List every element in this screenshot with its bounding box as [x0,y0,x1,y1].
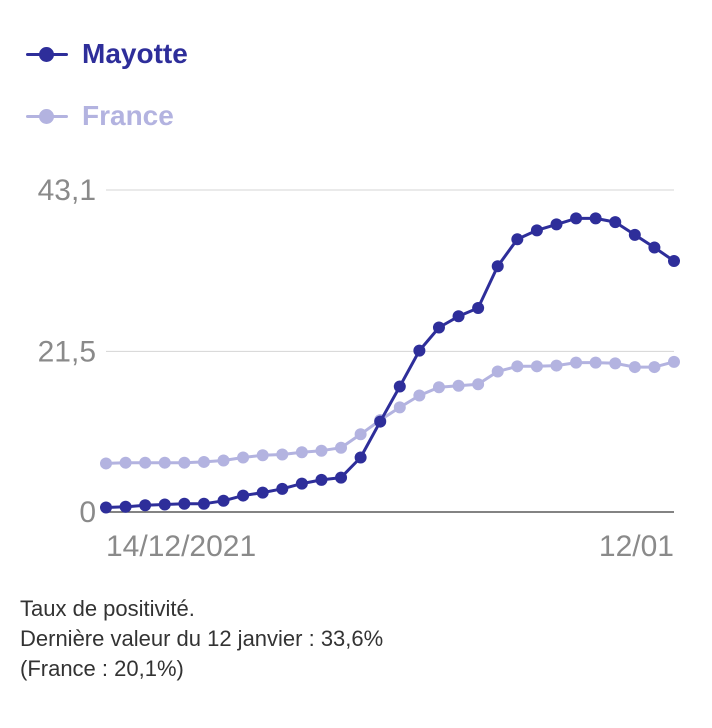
data-point-mayotte [139,499,152,512]
data-point-france [570,356,583,369]
data-point-france [158,456,171,469]
data-point-mayotte [491,260,504,273]
data-point-mayotte [393,380,406,393]
data-point-mayotte [295,477,308,490]
data-point-mayotte [668,254,680,267]
data-point-france [315,444,328,457]
positivity-chart: 0 21,5 43,1 14/12/2021 12/01 [38,174,680,563]
data-point-mayotte [315,473,328,486]
data-point-france [511,360,524,373]
data-point-mayotte [609,216,622,229]
data-point-france [472,378,485,391]
data-point-france [589,356,602,369]
data-point-mayotte [354,451,367,464]
data-point-mayotte [178,497,191,510]
data-point-france [530,360,543,373]
data-point-france [119,456,132,469]
y-tick-label: 21,5 [38,335,96,368]
data-point-mayotte [530,224,543,237]
data-point-france [452,379,465,392]
legend-label-france: France [82,100,174,131]
data-point-mayotte [648,241,661,254]
data-point-mayotte [413,344,426,357]
y-tick-label: 0 [79,496,96,529]
data-point-mayotte [570,212,583,225]
data-point-france [550,359,563,372]
x-tick-label: 12/01 [599,530,674,563]
data-point-mayotte [197,497,210,510]
data-point-mayotte [432,321,445,334]
data-point-france [256,449,269,462]
data-point-france [237,451,250,464]
caption-line-3: (France : 20,1%) [20,656,184,681]
legend-dot-mayotte [39,47,54,62]
data-point-mayotte [628,228,641,241]
data-point-france [217,454,230,467]
legend-item-france[interactable]: France [26,92,188,140]
data-point-france [139,456,152,469]
legend-item-mayotte[interactable]: Mayotte [26,30,188,78]
data-point-mayotte [217,494,230,507]
data-point-france [178,456,191,469]
series-line-france [105,360,675,465]
data-point-mayotte [256,486,269,499]
legend-label-mayotte: Mayotte [82,38,188,69]
data-point-france [393,401,406,414]
chart-caption: Taux de positivité. Dernière valeur du 1… [20,594,383,684]
data-point-mayotte [237,489,250,502]
data-point-france [628,361,641,374]
data-point-mayotte [335,471,348,484]
data-point-mayotte [119,500,132,513]
data-point-mayotte [374,415,387,428]
legend-dot-france [39,109,54,124]
data-point-mayotte [472,302,485,315]
data-point-mayotte [511,233,524,246]
data-point-france [648,361,661,374]
data-point-france [432,381,445,394]
data-point-france [491,365,504,378]
data-point-france [295,446,308,459]
data-point-mayotte [100,501,112,514]
caption-line-1: Taux de positivité. [20,596,195,621]
data-point-france [668,355,680,368]
data-point-mayotte [452,310,465,323]
x-tick-label: 14/12/2021 [106,530,256,563]
y-tick-label: 43,1 [38,174,96,207]
data-point-france [354,428,367,441]
data-point-france [197,455,210,468]
caption-line-2: Dernière valeur du 12 janvier : 33,6% [20,626,384,651]
data-point-france [609,357,622,370]
data-point-france [100,457,112,470]
legend-marker-france [26,106,68,126]
data-point-france [413,389,426,402]
legend-marker-mayotte [26,44,68,64]
chart-legend: Mayotte France [26,30,188,154]
data-point-mayotte [589,212,602,225]
data-point-france [276,448,289,461]
data-point-france [335,441,348,454]
data-point-mayotte [276,482,289,495]
data-point-mayotte [158,498,171,511]
data-point-mayotte [550,218,563,231]
